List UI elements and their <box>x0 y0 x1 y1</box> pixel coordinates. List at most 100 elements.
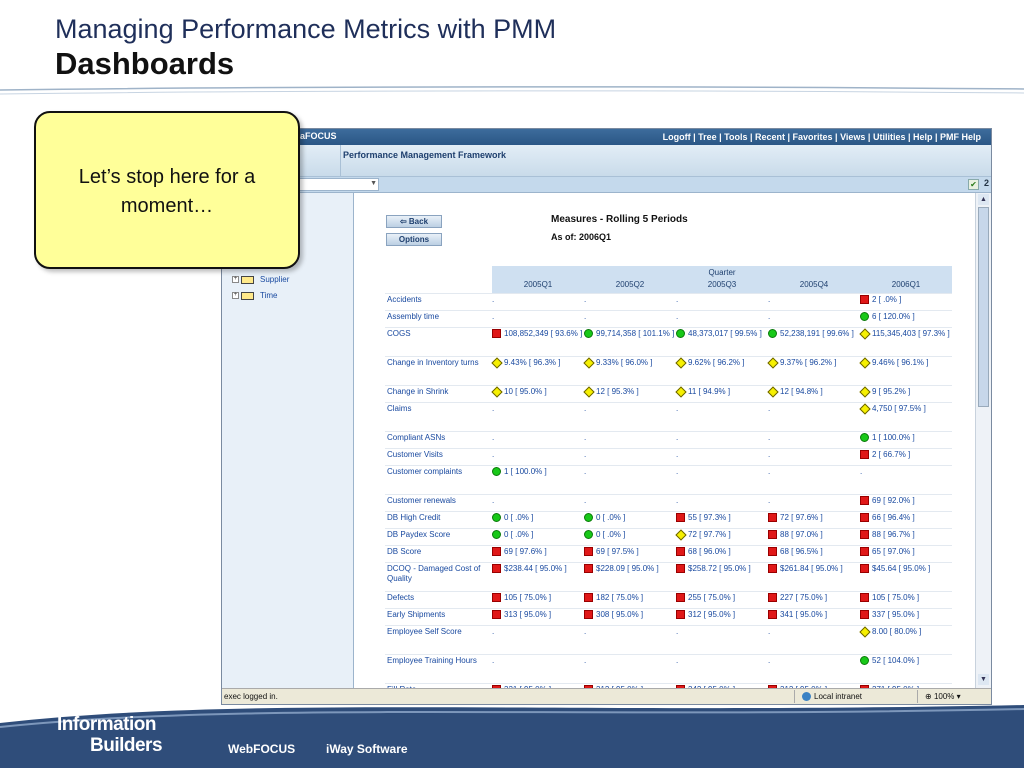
metric-cell[interactable]: 12 [ 94.8% ] <box>767 386 860 398</box>
measure-name-link[interactable]: DB Score <box>387 547 422 556</box>
metric-cell[interactable]: 0 [ .0% ] <box>584 530 676 540</box>
metric-cell[interactable]: 321 [ 95.0% ] <box>492 685 584 688</box>
metric-cell[interactable]: 69 [ 92.0% ] <box>860 496 952 506</box>
metric-cell[interactable]: $228.09 [ 95.0% ] <box>584 564 676 574</box>
metric-cell[interactable]: 1 [ 100.0% ] <box>860 433 952 443</box>
metric-cell[interactable]: 0 [ .0% ] <box>584 513 676 523</box>
measure-name-link[interactable]: Claims <box>387 404 412 413</box>
metric-cell[interactable]: 2 [ 66.7% ] <box>860 450 952 460</box>
tree-item-supplier[interactable]: + Supplier <box>232 275 289 284</box>
metric-cell[interactable]: 182 [ 75.0% ] <box>584 593 676 603</box>
green-status-icon <box>584 530 593 539</box>
metric-cell[interactable]: 313 [ 95.0% ] <box>492 610 584 620</box>
metric-cell[interactable]: 9 [ 95.2% ] <box>859 386 952 398</box>
metric-cell[interactable]: $45.64 [ 95.0% ] <box>860 564 952 574</box>
metric-cell[interactable]: 337 [ 95.0% ] <box>860 610 952 620</box>
metric-cell[interactable]: 11 [ 94.9% ] <box>675 386 768 398</box>
measure-name-link[interactable]: DB Paydex Score <box>387 530 451 539</box>
back-button[interactable]: ⇦ Back <box>386 215 442 228</box>
measure-name-link[interactable]: Customer Visits <box>387 450 443 459</box>
metric-cell[interactable]: 312 [ 95.0% ] <box>584 685 676 688</box>
metric-cell[interactable]: 271 [ 95.0% ] <box>860 685 952 688</box>
scroll-down-icon[interactable]: ▼ <box>978 674 989 685</box>
metric-cell[interactable]: 227 [ 75.0% ] <box>768 593 860 603</box>
metric-cell[interactable]: 105 [ 75.0% ] <box>492 593 584 603</box>
measure-name-link[interactable]: Compliant ASNs <box>387 433 446 442</box>
measure-name-link[interactable]: Assembly time <box>387 312 440 321</box>
metric-cell[interactable]: 65 [ 97.0% ] <box>860 547 952 557</box>
metric-cell[interactable]: 108,852,349 [ 93.6% ] <box>492 329 584 339</box>
measure-name-link[interactable]: Customer complaints <box>387 467 463 476</box>
metric-cell[interactable]: 10 [ 95.0% ] <box>491 386 584 398</box>
metric-cell[interactable]: 69 [ 97.6% ] <box>492 547 584 557</box>
metric-cell[interactable]: 0 [ .0% ] <box>492 513 584 523</box>
metric-value: . <box>768 467 771 476</box>
measure-name-link[interactable]: Accidents <box>387 295 422 304</box>
metric-cell[interactable]: $258.72 [ 95.0% ] <box>676 564 768 574</box>
options-button[interactable]: Options <box>386 233 442 246</box>
metric-cell[interactable]: 312 [ 95.0% ] <box>768 685 860 688</box>
scroll-thumb[interactable] <box>978 207 989 407</box>
metric-cell[interactable]: 342 [ 95.0% ] <box>676 685 768 688</box>
measure-name-link[interactable]: Employee Self Score <box>387 627 462 636</box>
top-nav-links[interactable]: Logoff | Tree | Tools | Recent | Favorit… <box>662 132 981 142</box>
metric-cell: . <box>768 656 860 666</box>
vertical-scrollbar[interactable]: ▲ ▼ <box>975 193 991 688</box>
metric-cell[interactable]: 9.37% [ 96.2% ] <box>767 357 860 369</box>
metric-cell[interactable]: 99,714,358 [ 101.1% ] <box>584 329 676 339</box>
metric-cell[interactable]: 4,750 [ 97.5% ] <box>859 403 952 415</box>
metric-cell[interactable]: 115,345,403 [ 97.3% ] <box>859 328 952 340</box>
measure-name-link[interactable]: DB High Credit <box>387 513 441 522</box>
zoom-level[interactable]: ⊕ 100% ▾ <box>925 692 961 701</box>
metric-value: 52 [ 104.0% ] <box>872 656 920 665</box>
metric-cell[interactable]: 9.62% [ 96.2% ] <box>675 357 768 369</box>
metric-cell[interactable]: 12 [ 95.3% ] <box>583 386 676 398</box>
metric-cell[interactable]: $261.84 [ 95.0% ] <box>768 564 860 574</box>
metric-cell[interactable]: 9.46% [ 96.1% ] <box>859 357 952 369</box>
metric-cell[interactable]: $238.44 [ 95.0% ] <box>492 564 584 574</box>
check-icon[interactable]: ✔ <box>968 179 979 190</box>
measure-name-link[interactable]: Early Shipments <box>387 610 446 619</box>
metric-cell[interactable]: 9.43% [ 96.3% ] <box>491 357 584 369</box>
metric-cell[interactable]: 55 [ 97.3% ] <box>676 513 768 523</box>
expand-icon[interactable]: + <box>232 276 239 284</box>
metric-cell[interactable]: 52,238,191 [ 99.6% ] <box>768 329 860 339</box>
metric-cell[interactable]: 255 [ 75.0% ] <box>676 593 768 603</box>
metric-value: 65 [ 97.0% ] <box>872 547 915 556</box>
metric-cell: . <box>768 627 860 637</box>
yellow-status-icon <box>859 403 871 415</box>
metric-cell[interactable]: 0 [ .0% ] <box>492 530 584 540</box>
metric-cell[interactable]: 6 [ 120.0% ] <box>860 312 952 322</box>
metric-cell[interactable]: 68 [ 96.5% ] <box>768 547 860 557</box>
metric-cell[interactable]: 72 [ 97.7% ] <box>675 529 768 541</box>
measure-name-link[interactable]: Change in Shrink <box>387 387 449 396</box>
measure-name-link[interactable]: Customer renewals <box>387 496 456 505</box>
metric-cell[interactable]: 308 [ 95.0% ] <box>584 610 676 620</box>
metric-cell[interactable]: 66 [ 96.4% ] <box>860 513 952 523</box>
tree-item-time[interactable]: + Time <box>232 291 277 300</box>
metric-cell[interactable]: 341 [ 95.0% ] <box>768 610 860 620</box>
metric-cell[interactable]: 72 [ 97.6% ] <box>768 513 860 523</box>
expand-icon[interactable]: + <box>232 292 239 300</box>
metric-cell[interactable]: 105 [ 75.0% ] <box>860 593 952 603</box>
metric-cell[interactable]: 1 [ 100.0% ] <box>492 467 584 477</box>
metric-cell[interactable]: 88 [ 97.0% ] <box>768 530 860 540</box>
measure-name-link[interactable]: COGS <box>387 329 411 338</box>
metric-cell[interactable]: 8.00 [ 80.0% ] <box>859 626 952 638</box>
metric-cell[interactable]: 2 [ .0% ] <box>860 295 952 305</box>
metric-value: . <box>492 627 495 636</box>
metric-cell[interactable]: 68 [ 96.0% ] <box>676 547 768 557</box>
metric-cell[interactable]: 52 [ 104.0% ] <box>860 656 952 666</box>
measure-name-link[interactable]: Fill Rate <box>387 685 487 688</box>
measure-name-link[interactable]: DCOQ - Damaged Cost of Quality <box>387 564 481 583</box>
measure-name-link[interactable]: Change in Inventory turns <box>387 358 479 367</box>
scroll-up-icon[interactable]: ▲ <box>978 194 989 205</box>
measure-name-link[interactable]: Defects <box>387 593 415 602</box>
view-select[interactable]: ▼ <box>297 178 379 191</box>
metric-cell[interactable]: 48,373,017 [ 99.5% ] <box>676 329 768 339</box>
metric-cell[interactable]: 9.33% [ 96.0% ] <box>583 357 676 369</box>
metric-cell[interactable]: 312 [ 95.0% ] <box>676 610 768 620</box>
measure-name-link[interactable]: Employee Training Hours <box>387 656 477 665</box>
metric-cell[interactable]: 88 [ 96.7% ] <box>860 530 952 540</box>
metric-cell[interactable]: 69 [ 97.5% ] <box>584 547 676 557</box>
